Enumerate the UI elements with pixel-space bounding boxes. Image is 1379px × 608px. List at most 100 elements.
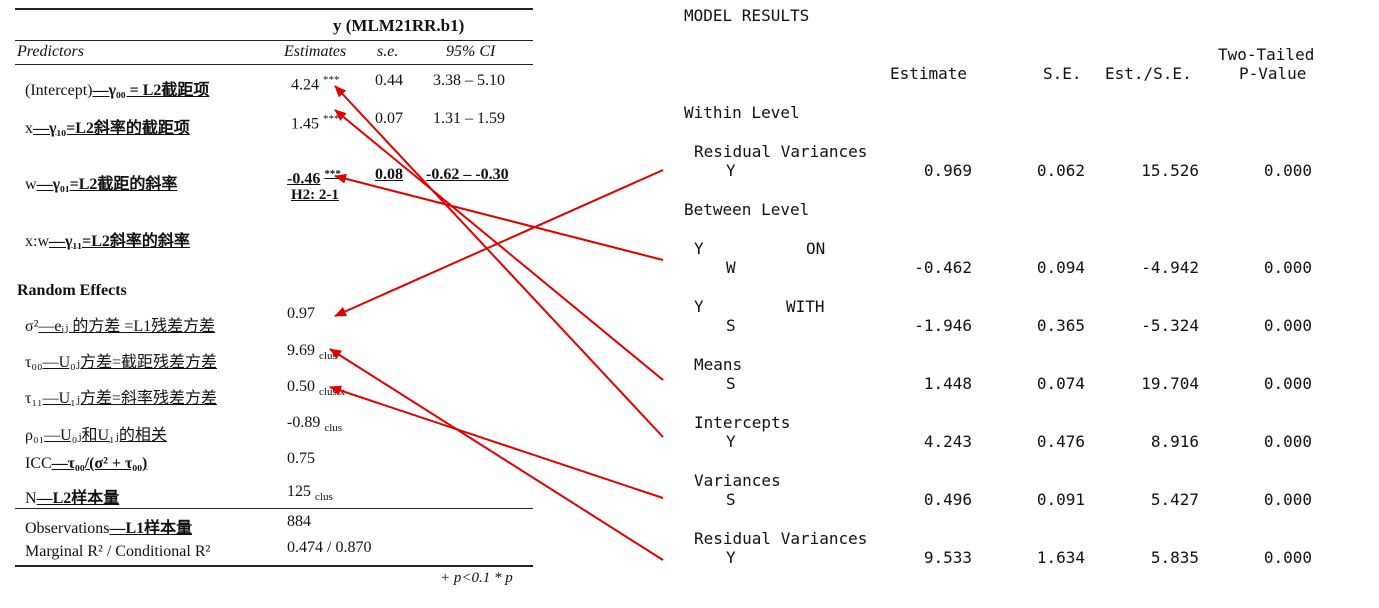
w-ci: -0.62 – -0.30	[426, 166, 509, 183]
rho01-number: -0.89	[287, 414, 321, 431]
mplus-p-value: 0.000	[1263, 432, 1312, 451]
mplus-block-header: Variances	[694, 471, 781, 490]
intercept-estimate: 4.24 ***	[291, 74, 340, 94]
mplus-ratio-value: -4.942	[1141, 258, 1199, 277]
observations-label: Observations	[25, 520, 110, 537]
regression-table: y (MLM21RR.b1) Predictors Estimates s.e.…	[0, 0, 540, 608]
n-number: 125	[287, 483, 311, 500]
rho01-value: -0.89 clus	[287, 414, 342, 434]
mplus-block-header: Intercepts	[694, 413, 791, 432]
w-label: w	[25, 176, 37, 193]
tau00-number: 9.69	[287, 342, 315, 359]
observations-value: 884	[287, 513, 311, 530]
icc-value: 0.75	[287, 450, 315, 467]
rho01-note: —U₀ⱼ和U₁ⱼ的相关	[44, 427, 167, 444]
tau00-note: —U₀ⱼ方差=截距残差方差	[42, 354, 217, 371]
intercept-stars: ***	[323, 74, 340, 86]
observations-note: —L1样本量	[109, 520, 193, 537]
mplus-block-header: Residual Variances	[694, 529, 868, 548]
x-estimate: 1.45 ***	[291, 113, 340, 133]
within-level-heading: Within Level	[684, 103, 800, 122]
mplus-estimate-value: -0.462	[914, 258, 972, 277]
mplus-ratio-value: 8.916	[1150, 432, 1199, 451]
tau11-label: τ₁₁	[25, 390, 43, 407]
mplus-variable: S	[726, 490, 736, 509]
footnote: + p<0.1 * p	[440, 570, 513, 586]
rho01-label: ρ₀₁	[25, 427, 45, 444]
table-bottom-rule	[15, 565, 533, 567]
mplus-variable: Y	[726, 161, 736, 180]
w-se: 0.08	[375, 166, 403, 183]
row-x-label: x—γ₁₀=L2斜率的截距项	[25, 114, 190, 138]
n-suffix: clus	[315, 491, 333, 503]
mplus-ratio-value: 19.704	[1141, 374, 1199, 393]
intercept-note: —γ₀₀ = L2截距项	[92, 82, 210, 99]
observations-rule	[15, 508, 533, 509]
mplus-se-value: 0.091	[1036, 490, 1085, 509]
mplus-p-value: 0.000	[1263, 490, 1312, 509]
mplus-variable: Y	[726, 432, 736, 451]
n-note: —L2样本量	[36, 490, 120, 507]
model-title: y (MLM21RR.b1)	[333, 16, 465, 35]
mplus-se-value: 0.365	[1036, 316, 1085, 335]
mplus-output: MODEL RESULTS Two-Tailed Estimate S.E. E…	[670, 0, 1379, 608]
w-estimate-value: -0.46	[287, 170, 321, 188]
mplus-estimate-value: 9.533	[923, 548, 972, 567]
header-estimates: Estimates	[284, 43, 347, 60]
mplus-block-keyword: WITH	[786, 297, 825, 316]
tau11-note: —U₁ⱼ方差=斜率残差方差	[42, 390, 217, 407]
mplus-p-value: 0.000	[1263, 161, 1312, 180]
mplus-se-value: 0.094	[1036, 258, 1085, 277]
mplus-ratio-value: 15.526	[1141, 161, 1199, 180]
row-observations-label: Observations—L1样本量	[25, 514, 192, 538]
row-n-label: N—L2样本量	[25, 484, 119, 508]
icc-label: ICC	[25, 455, 52, 472]
col-estimate: Estimate	[890, 64, 968, 83]
w-note: —γ₀₁=L2截距的斜率	[36, 176, 178, 193]
sigma2-label: σ²	[25, 318, 39, 335]
tau00-value: 9.69 clus	[287, 342, 337, 362]
mplus-title: MODEL RESULTS	[684, 6, 810, 25]
mplus-block-header: Y	[694, 239, 704, 258]
row-w-label: w—γ₀₁=L2截距的斜率	[25, 170, 177, 194]
mplus-block-header: Means	[694, 355, 743, 374]
icc-note: —τ₀₀/(σ² + τ₀₀)	[51, 455, 148, 472]
mplus-block-keyword: ON	[806, 239, 826, 258]
mplus-estimate-value: 0.969	[923, 161, 972, 180]
xw-label: x:w	[25, 233, 49, 250]
tau11-number: 0.50	[287, 378, 315, 395]
mplus-p-value: 0.000	[1263, 258, 1312, 277]
header-bottom-rule	[15, 64, 533, 65]
header-se: s.e.	[377, 43, 399, 60]
sigma2-note: —eᵢⱼ 的方差 =L1残差方差	[38, 318, 216, 335]
mplus-variable: W	[726, 258, 736, 277]
r2-value: 0.474 / 0.870	[287, 539, 372, 556]
w-estimate: -0.46 ***	[287, 168, 341, 188]
mplus-ratio-value: 5.835	[1150, 548, 1199, 567]
table-top-rule	[15, 8, 533, 10]
tau11-suffix: clus.x	[319, 386, 345, 398]
x-stars: ***	[323, 113, 340, 125]
random-effects-title: Random Effects	[17, 282, 127, 299]
x-label: x	[25, 120, 33, 137]
mplus-se-value: 1.634	[1036, 548, 1085, 567]
row-intercept-label: (Intercept)—γ₀₀ = L2截距项	[25, 76, 209, 100]
row-tau11-label: τ₁₁—U₁ⱼ方差=斜率残差方差	[25, 384, 217, 408]
mplus-estimate-value: 4.243	[923, 432, 972, 451]
w-hypothesis-note: H2: 2-1	[291, 187, 339, 203]
x-estimate-value: 1.45	[291, 115, 319, 133]
mplus-estimate-value: 0.496	[923, 490, 972, 509]
col-se: S.E.	[1043, 64, 1082, 83]
row-sigma2-label: σ²—eᵢⱼ 的方差 =L1残差方差	[25, 312, 215, 336]
col-p-line2: P-Value	[1239, 64, 1307, 83]
tau00-suffix: clus	[319, 350, 337, 362]
row-icc-label: ICC—τ₀₀/(σ² + τ₀₀)	[25, 455, 147, 473]
x-note: —γ₁₀=L2斜率的截距项	[33, 120, 190, 137]
mplus-p-value: 0.000	[1263, 316, 1312, 335]
x-ci: 1.31 – 1.59	[433, 110, 505, 127]
mplus-ratio-value: -5.324	[1141, 316, 1199, 335]
mplus-variable: Y	[726, 548, 736, 567]
row-tau00-label: τ₀₀—U₀ⱼ方差=截距残差方差	[25, 348, 217, 372]
col-ratio: Est./S.E.	[1105, 64, 1192, 83]
intercept-estimate-value: 4.24	[291, 76, 319, 94]
